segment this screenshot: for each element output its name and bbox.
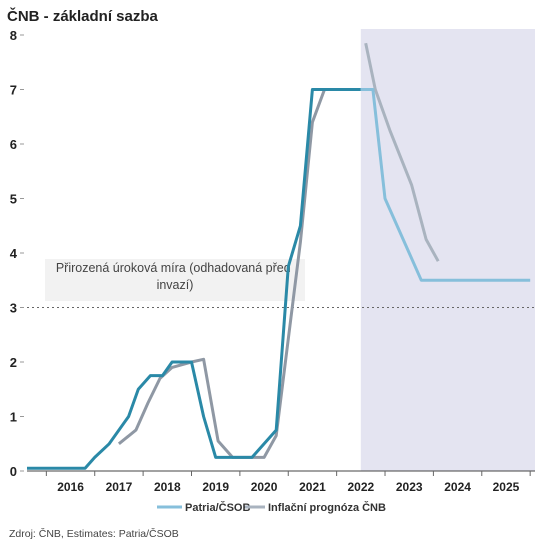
x-tick-label: 2022 (347, 480, 374, 494)
annotation-text: Přirozená úroková míra (odhadovaná před … (56, 261, 294, 292)
y-tick-label: 5 (10, 192, 17, 207)
y-tick-label: 4 (10, 246, 18, 261)
series-line-0 (27, 88, 361, 470)
source-note: Zdroj: ČNB, Estimates: Patria/ČSOB (9, 527, 179, 540)
x-tick-label: 2024 (444, 480, 471, 494)
chart-title: ČNB - základní sazba (7, 7, 159, 25)
x-tick-label: 2025 (493, 480, 520, 494)
x-tick-label: 2019 (202, 480, 229, 494)
y-tick-label: 0 (10, 464, 17, 479)
forecast-region (360, 29, 535, 471)
y-tick-label: 7 (10, 83, 17, 98)
y-tick-label: 2 (10, 355, 17, 370)
series-line-1 (117, 88, 340, 459)
y-tick-label: 3 (10, 301, 17, 316)
y-tick-label: 6 (10, 137, 17, 152)
annotation-box (45, 259, 305, 301)
y-tick-label: 1 (10, 410, 17, 425)
y-axis: 0 1 2 3 4 5 6 7 8 (10, 28, 24, 479)
legend-label-cnb: Inflační prognóza ČNB (268, 501, 386, 514)
legend: Patria/ČSOB Inflační prognóza ČNB (157, 501, 386, 514)
x-tick-label: 2016 (57, 480, 84, 494)
x-tick-label: 2017 (106, 480, 133, 494)
legend-label-patria: Patria/ČSOB (185, 501, 250, 514)
y-tick-label: 8 (10, 28, 17, 43)
x-tick-label: 2018 (154, 480, 181, 494)
x-tick-label: 2023 (396, 480, 423, 494)
series-forecast-line-0 (360, 88, 531, 282)
series-forecast-line-1 (364, 42, 440, 262)
x-tick-label: 2021 (299, 480, 326, 494)
x-axis: 2016 2017 2018 2019 2020 2021 2022 2023 2024 2025 (45, 471, 531, 494)
x-tick-label: 2020 (251, 480, 278, 494)
series-layer (27, 42, 531, 470)
